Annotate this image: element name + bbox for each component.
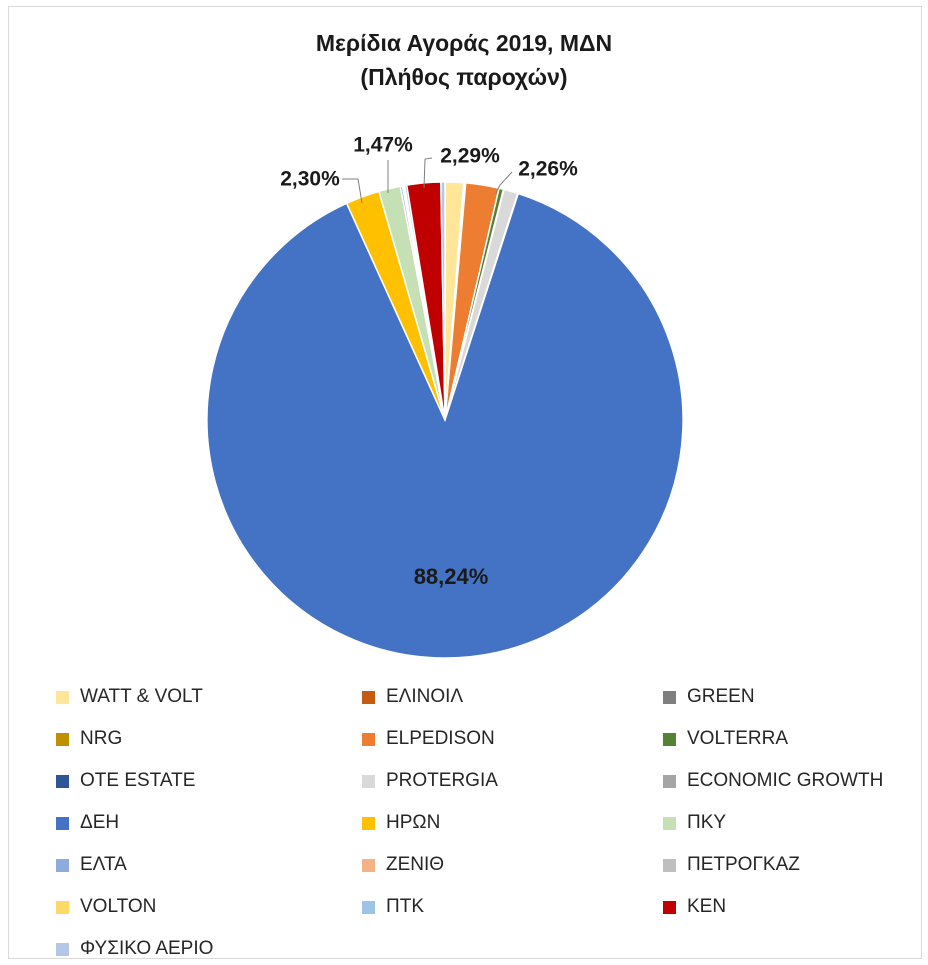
legend-label: ECONOMIC GROWTH bbox=[687, 770, 884, 791]
legend-swatch bbox=[663, 690, 676, 704]
legend-swatch bbox=[56, 732, 69, 746]
legend-label: ΕΛΙΝΟΙΛ bbox=[386, 686, 464, 707]
legend-swatch bbox=[362, 690, 375, 704]
legend-item-ελτα: ΕΛΤΑ bbox=[56, 853, 127, 877]
legend-swatch bbox=[56, 816, 69, 830]
legend-label: ΕΛΤΑ bbox=[80, 854, 127, 875]
legend-swatch bbox=[663, 774, 676, 788]
legend-item-ζενιθ: ΖΕΝΙΘ bbox=[362, 853, 444, 877]
pie-slice-δεη bbox=[206, 192, 684, 659]
legend-label: ELPEDISON bbox=[386, 728, 495, 749]
legend-item-πκυ: ΠΚΥ bbox=[663, 811, 726, 835]
legend-label: ΠΕΤΡΟΓΚΑΖ bbox=[687, 854, 800, 875]
legend-swatch bbox=[362, 858, 375, 872]
legend-swatch bbox=[663, 900, 676, 914]
legend-swatch bbox=[362, 732, 375, 746]
legend-label: VOLTON bbox=[80, 896, 157, 917]
legend-item-πετρογκαζ: ΠΕΤΡΟΓΚΑΖ bbox=[663, 853, 800, 877]
leader-line-κεν bbox=[423, 157, 433, 189]
legend-label: PROTERGIA bbox=[386, 770, 498, 791]
legend-item-elpedison: ELPEDISON bbox=[362, 727, 495, 751]
chart-title: Μερίδια Αγοράς 2019, ΜΔΝ bbox=[315, 30, 613, 56]
legend-swatch bbox=[56, 690, 69, 704]
leader-line-ηρων bbox=[342, 178, 363, 204]
legend-label: NRG bbox=[80, 728, 123, 749]
legend-label: ΠΚΥ bbox=[687, 812, 727, 833]
data-label-ηρων: 2,30% bbox=[280, 168, 340, 191]
legend-item-δεη: ΔΕΗ bbox=[56, 811, 119, 835]
legend-label: OTE ESTATE bbox=[80, 770, 196, 791]
legend-swatch bbox=[362, 900, 375, 914]
legend-swatch bbox=[362, 816, 375, 830]
legend-item-ote-estate: OTE ESTATE bbox=[56, 769, 195, 793]
legend-swatch bbox=[663, 858, 676, 872]
legend-item-φυσικο-αεριο: ΦΥΣΙΚΟ ΑΕΡΙΟ bbox=[56, 937, 213, 961]
legend-swatch bbox=[663, 816, 676, 830]
legend-item-economic-growth: ECONOMIC GROWTH bbox=[663, 769, 883, 793]
data-label-πκυ: 1,47% bbox=[353, 134, 413, 157]
legend-item-πτκ: ΠΤΚ bbox=[362, 895, 424, 919]
data-label-δεη: 88,24% bbox=[414, 564, 489, 589]
legend-item-ηρων: ΗΡΩΝ bbox=[362, 811, 440, 835]
legend-label: ΠΤΚ bbox=[386, 896, 424, 917]
legend-item-volterra: VOLTERRA bbox=[663, 727, 788, 751]
legend-swatch bbox=[56, 774, 69, 788]
legend-swatch bbox=[56, 942, 69, 956]
legend-label: VOLTERRA bbox=[687, 728, 789, 749]
legend-swatch bbox=[56, 858, 69, 872]
legend-label: GREEN bbox=[687, 686, 755, 707]
data-label-κεν: 2,29% bbox=[440, 145, 500, 168]
legend-item-nrg: NRG bbox=[56, 727, 122, 751]
pie-slice-φυσικο-αεριο bbox=[440, 181, 446, 421]
legend-label: ΖΕΝΙΘ bbox=[386, 854, 445, 875]
legend-label: ΗΡΩΝ bbox=[386, 812, 441, 833]
legend-swatch bbox=[362, 774, 375, 788]
legend-swatch bbox=[663, 732, 676, 746]
legend-label: WATT & VOLT bbox=[80, 686, 203, 707]
leader-line-elpedison bbox=[495, 171, 513, 194]
legend-item-watt-volt: WATT & VOLT bbox=[56, 685, 203, 709]
legend-label: ΚΕΝ bbox=[687, 896, 727, 917]
legend-label: ΔΕΗ bbox=[80, 812, 120, 833]
legend-item-ελινοιλ: ΕΛΙΝΟΙΛ bbox=[362, 685, 463, 709]
legend-item-volton: VOLTON bbox=[56, 895, 156, 919]
legend-item-green: GREEN bbox=[663, 685, 755, 709]
chart-subtitle: (Πλήθος παροχών) bbox=[360, 64, 568, 90]
legend-label: ΦΥΣΙΚΟ ΑΕΡΙΟ bbox=[80, 938, 214, 959]
legend-item-κεν: ΚΕΝ bbox=[663, 895, 726, 919]
data-label-elpedison: 2,26% bbox=[518, 158, 578, 181]
legend-swatch bbox=[56, 900, 69, 914]
legend-item-protergia: PROTERGIA bbox=[362, 769, 498, 793]
